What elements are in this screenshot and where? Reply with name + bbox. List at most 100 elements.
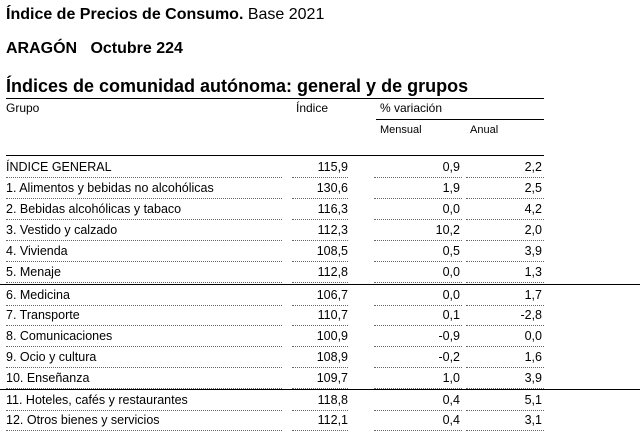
- dotted-underline: [292, 261, 348, 262]
- dotted-underline: [6, 261, 282, 262]
- annual-variation: 5,1: [524, 393, 542, 407]
- monthly-variation: 10,2: [435, 223, 460, 237]
- dotted-underline: [374, 388, 462, 389]
- annual-variation: 1,6: [524, 350, 542, 364]
- annual-variation: 1,7: [524, 288, 542, 302]
- group-name: 3. Vestido y calzado: [6, 223, 118, 237]
- index-value: 108,5: [316, 244, 348, 258]
- group-name: ÍNDICE GENERAL: [6, 160, 112, 174]
- annual-variation: 1,3: [524, 265, 542, 279]
- document-title: Índice de Precios de Consumo. Base 2021: [6, 6, 324, 24]
- dotted-underline: [6, 346, 282, 347]
- index-value: 112,8: [317, 265, 348, 279]
- table-row: ÍNDICE GENERAL 115,9 0,9 2,2: [0, 157, 640, 178]
- monthly-variation: -0,2: [438, 350, 460, 364]
- monthly-variation: 0,9: [442, 160, 460, 174]
- annual-variation: 3,9: [524, 371, 542, 385]
- dotted-underline: [466, 240, 544, 241]
- dotted-underline: [292, 367, 348, 368]
- dotted-underline: [6, 325, 282, 326]
- monthly-variation: 0,4: [442, 393, 460, 407]
- table-row: 12. Otros bienes y servicios 112,1 0,4 3,1: [0, 410, 640, 431]
- annual-variation: 0,0: [524, 329, 542, 343]
- title-bold: Índice de Precios de Consumo.: [6, 6, 244, 23]
- monthly-variation: 0,1: [442, 308, 460, 322]
- dotted-underline: [374, 198, 462, 199]
- dotted-underline: [6, 388, 282, 389]
- column-header-index: Índice: [296, 101, 329, 115]
- table-row: 1. Alimentos y bebidas no alcohólicas 130…: [0, 178, 640, 199]
- annual-variation: 2,0: [524, 223, 542, 237]
- dotted-underline: [6, 367, 282, 368]
- group-name: 1. Alimentos y bebidas no alcohólicas: [6, 181, 214, 195]
- period-label: Octubre 224: [90, 40, 183, 57]
- dotted-underline: [466, 346, 544, 347]
- index-value: 100,9: [316, 329, 348, 343]
- dotted-underline: [466, 261, 544, 262]
- dotted-underline: [466, 282, 544, 283]
- header-top-rule: [6, 98, 544, 99]
- dotted-underline: [374, 325, 462, 326]
- group-name: 4. Vivienda: [6, 244, 68, 258]
- dotted-underline: [292, 240, 348, 241]
- dotted-underline: [292, 325, 348, 326]
- table-row: 9. Ocio y cultura 108,9 -0,2 1,6: [0, 347, 640, 368]
- column-header-annual: Anual: [470, 124, 499, 136]
- table-row: 5. Menaje 112,8 0,0 1,3: [0, 262, 640, 283]
- index-value: 112,3: [317, 223, 348, 237]
- index-value: 115,9: [317, 160, 348, 174]
- group-name: 12. Otros bienes y servicios: [6, 413, 160, 427]
- table-row: 3. Vestido y calzado 112,3 10,2 2,0: [0, 220, 640, 241]
- dotted-underline: [292, 219, 348, 220]
- annual-variation: 2,5: [524, 181, 542, 195]
- dotted-underline: [6, 198, 282, 199]
- title-base: Base 2021: [247, 6, 325, 23]
- dotted-underline: [292, 198, 348, 199]
- table-row: 4. Vivienda 108,5 0,5 3,9: [0, 241, 640, 262]
- table-row: 11. Hoteles, cafés y restaurantes 118,8 0,…: [0, 389, 640, 411]
- dotted-underline: [374, 410, 462, 411]
- dotted-underline: [466, 430, 544, 431]
- column-header-monthly: Mensual: [380, 124, 422, 136]
- dotted-underline: [374, 305, 462, 306]
- monthly-variation: 0,5: [442, 244, 460, 258]
- index-value: 109,7: [316, 371, 348, 385]
- variation-rule: [376, 119, 544, 120]
- header-bottom-rule: [6, 155, 544, 156]
- dotted-underline: [6, 430, 282, 431]
- dotted-underline: [6, 219, 282, 220]
- table-row: 2. Bebidas alcohólicas y tabaco 116,3 0,0 4…: [0, 199, 640, 220]
- dotted-underline: [374, 219, 462, 220]
- monthly-variation: 0,4: [442, 413, 460, 427]
- index-value: 108,9: [316, 350, 348, 364]
- dotted-underline: [292, 282, 348, 283]
- dotted-underline: [466, 388, 544, 389]
- dotted-underline: [466, 198, 544, 199]
- dotted-underline: [292, 388, 348, 389]
- dotted-underline: [466, 325, 544, 326]
- region-name: ARAGÓN: [6, 40, 78, 57]
- group-name: 8. Comunicaciones: [6, 329, 113, 343]
- annual-variation: 2,2: [524, 160, 542, 174]
- group-name: 11. Hoteles, cafés y restaurantes: [6, 393, 188, 407]
- dotted-underline: [292, 430, 348, 431]
- dotted-underline: [6, 240, 282, 241]
- group-name: 10. Enseñanza: [6, 371, 90, 385]
- group-name: 7. Transporte: [6, 308, 80, 322]
- dotted-underline: [466, 177, 544, 178]
- group-name: 6. Medicina: [6, 288, 70, 302]
- dotted-underline: [6, 177, 282, 178]
- monthly-variation: 1,9: [442, 181, 460, 195]
- index-value: 118,8: [317, 393, 348, 407]
- group-name: 9. Ocio y cultura: [6, 350, 97, 364]
- annual-variation: 4,2: [524, 202, 542, 216]
- dotted-underline: [466, 219, 544, 220]
- dotted-underline: [466, 305, 544, 306]
- dotted-underline: [292, 346, 348, 347]
- column-header-variation: % variación: [380, 101, 443, 115]
- group-name: 5. Menaje: [6, 265, 61, 279]
- annual-variation: 3,1: [524, 413, 542, 427]
- dotted-underline: [374, 282, 462, 283]
- dotted-underline: [374, 240, 462, 241]
- index-value: 112,1: [317, 413, 348, 427]
